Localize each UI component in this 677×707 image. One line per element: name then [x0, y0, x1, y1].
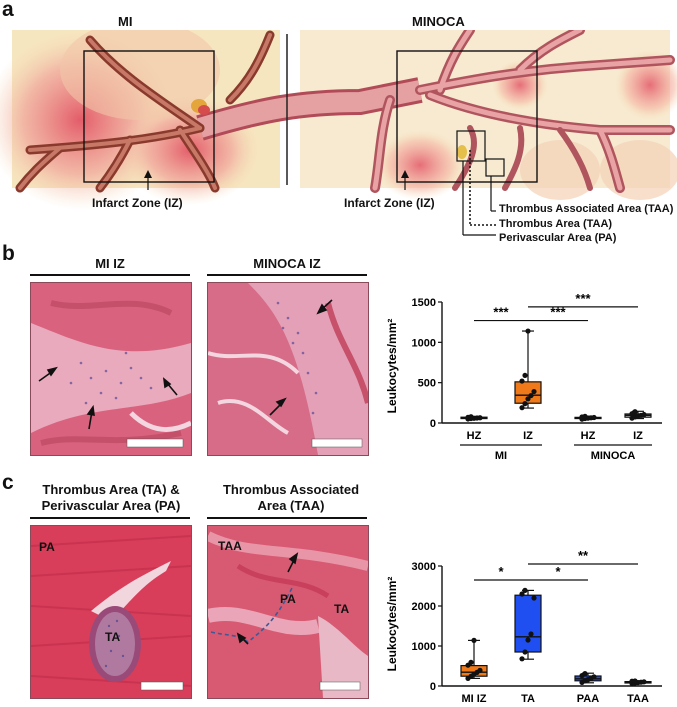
chart-c-point	[468, 659, 474, 665]
panel-c-img2-title-2: Area (TAA)	[257, 498, 325, 513]
chart-c-point	[519, 656, 525, 662]
chart-b-ytick-label: 500	[418, 378, 436, 390]
chart-b-point	[591, 414, 597, 421]
chart-c-sig-label: **	[578, 548, 589, 563]
panel-c-img1-title-2: Perivascular Area (PA)	[41, 498, 181, 513]
chart-c-ytick-label: 0	[430, 681, 436, 693]
chart-b-point	[522, 372, 528, 379]
img1-label-ta: TA	[105, 630, 121, 644]
chart-b-sig-label: ***	[550, 305, 566, 320]
chart-c-point	[632, 678, 638, 684]
histology-image-ta-pa: PA TA	[30, 525, 192, 699]
chart-c-point	[531, 595, 537, 601]
chart-c-xtick-label: TA	[521, 693, 535, 705]
chart-b-xtick-label: IZ	[523, 430, 533, 442]
chart-c-point	[477, 667, 483, 673]
chart-b-ytick-label: 1000	[412, 337, 436, 349]
img1-label-pa: PA	[39, 540, 55, 554]
panel-b-img2-title: MINOCA IZ	[253, 256, 321, 271]
panel-b-letter: b	[2, 242, 15, 265]
chart-c-xtick-label: MI IZ	[461, 693, 486, 705]
chart-b-point	[641, 411, 647, 418]
chart-b-point	[522, 401, 528, 407]
panel-c-letter: c	[2, 471, 14, 494]
panel-a-letter: a	[2, 0, 14, 21]
panel-c-img2-underline	[207, 517, 367, 519]
chart-b-ytick-label: 1500	[412, 297, 436, 309]
chart-b-xtick-label: HZ	[467, 430, 482, 442]
chart-b-sig-label: ***	[493, 305, 509, 320]
chart-c-ytick-label: 3000	[412, 561, 436, 573]
panel-b-img2-underline	[207, 274, 367, 276]
legend-ta: Thrombus Area (TAA)	[499, 218, 613, 230]
chart-b-point	[531, 388, 537, 395]
chart-c-box	[514, 594, 542, 653]
chart-c-point	[591, 674, 597, 680]
chart-c: Leukocytes/mm² 0 1000 2000 3000 MI IZ TA PAA TA…	[385, 548, 662, 705]
label-iz-minoca: Infarct Zone (IZ)	[344, 196, 435, 210]
panel-c-img1-title-1: Thrombus Area (TA) &	[42, 482, 180, 497]
chart-c-xtick-label: TAA	[627, 693, 649, 705]
chart-c-point	[522, 649, 528, 655]
chart-c-xtick-label: PAA	[577, 693, 599, 705]
chart-c-point	[519, 591, 525, 597]
chart-b-point	[582, 413, 588, 419]
panel-a-title-mi: MI	[118, 14, 133, 29]
chart-b: Leukocytes/mm² 0 500 1000 1500 HZ IZ HZ IZ *** **…	[385, 291, 662, 462]
chart-b-group-label: MINOCA	[591, 450, 636, 462]
chart-c-point	[525, 637, 531, 643]
img2-label-taa: TAA	[218, 539, 242, 553]
chart-b-point	[528, 392, 534, 399]
img2-label-ta: TA	[334, 602, 350, 616]
chart-c-point	[471, 637, 477, 643]
panel-a-title-minoca: MINOCA	[412, 14, 465, 29]
chart-c-point	[522, 587, 528, 593]
panel-c-img2-title-1: Thrombus Associated	[222, 482, 360, 497]
chart-b-point	[468, 414, 474, 420]
chart-b-group-label: MI	[495, 450, 507, 462]
histology-image-taa: TAA PA TA	[207, 525, 369, 699]
chart-c-point	[582, 671, 588, 677]
chart-c-ytick-label: 1000	[412, 641, 436, 653]
chart-c-sig-label: *	[555, 564, 561, 579]
legend-pa: Perivascular Area (PA)	[499, 232, 617, 244]
panel-b-img1-title: MI IZ	[95, 256, 125, 271]
chart-b-point	[519, 405, 525, 411]
chart-c-point	[641, 679, 647, 685]
histology-image-mi-iz	[30, 282, 192, 456]
chart-b-sig-label: ***	[575, 291, 591, 306]
chart-c-sig-label: *	[498, 564, 504, 579]
panel-b-img1-underline	[30, 274, 190, 276]
chart-c-ylabel: Leukocytes/mm²	[385, 577, 399, 672]
chart-b-point	[519, 378, 525, 384]
chart-c-point	[528, 631, 534, 637]
chart-b-plot: 0 500 1000 1500 HZ IZ HZ IZ *** *** *** MI MINOCA	[412, 291, 662, 462]
chart-b-point	[632, 409, 638, 415]
histology-image-minoca-iz	[207, 282, 369, 456]
schematic-heart-vessels	[0, 30, 677, 236]
img2-label-pa: PA	[280, 592, 296, 606]
panel-c-img1-underline	[30, 517, 190, 519]
label-iz-mi: Infarct Zone (IZ)	[92, 196, 183, 210]
chart-b-ytick-label: 0	[430, 418, 436, 430]
legend-taa: Thrombus Associated Area (TAA)	[499, 203, 674, 215]
chart-b-box	[514, 381, 542, 404]
chart-c-ytick-label: 2000	[412, 601, 436, 613]
chart-b-xtick-label: IZ	[633, 430, 643, 442]
chart-b-point	[525, 328, 531, 334]
chart-b-ylabel: Leukocytes/mm²	[385, 319, 399, 414]
chart-b-point	[477, 415, 483, 421]
chart-b-xtick-label: HZ	[581, 430, 596, 442]
